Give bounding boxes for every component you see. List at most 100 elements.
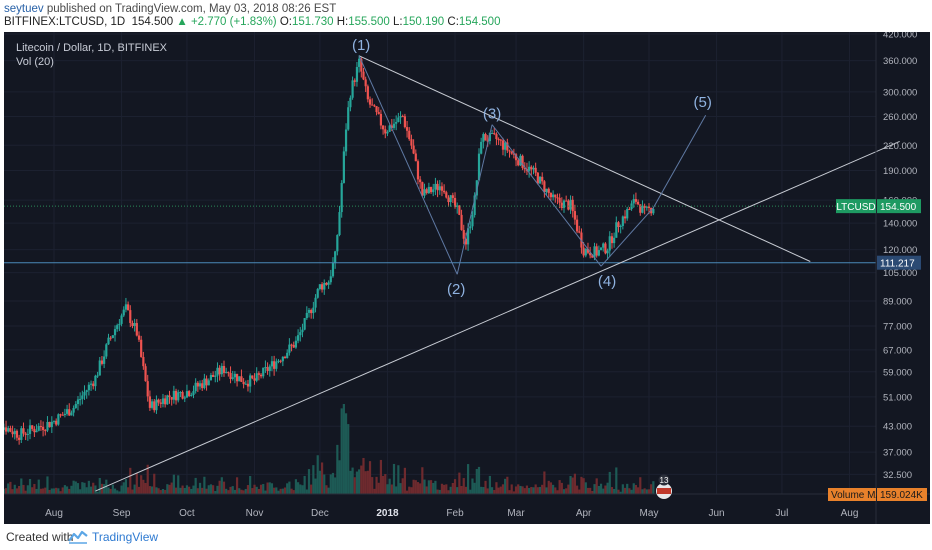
volume-bar — [133, 484, 136, 494]
volume-bar — [246, 485, 250, 494]
wave-label: (5) — [693, 94, 711, 111]
candle-body — [643, 205, 646, 208]
volume-bar — [103, 484, 106, 494]
candle-body — [514, 154, 518, 161]
x-tick-label: Apr — [576, 508, 592, 519]
candle-body — [323, 282, 326, 290]
volume-bar — [552, 484, 555, 494]
candle-body — [405, 127, 409, 131]
volume-bar — [436, 489, 439, 494]
volume-bar — [373, 488, 376, 494]
high-label: H: — [336, 16, 349, 28]
candle-body — [475, 180, 478, 196]
candle-body — [482, 134, 485, 142]
level-tag-text: 111.217 — [880, 259, 915, 270]
candle-body — [403, 116, 406, 128]
volume-bar — [135, 473, 138, 494]
volume-bar — [643, 488, 646, 494]
volume-bar — [259, 484, 263, 494]
volume-bar — [355, 471, 359, 494]
volume-ma-value: 159.024K — [880, 490, 923, 501]
candle-body — [641, 205, 644, 213]
price-chart[interactable]: (1) (2) (3) (4) (5) 420.000 360.000 300.000 260.… — [0, 30, 930, 524]
candle-body — [401, 116, 404, 118]
candle-body — [562, 200, 566, 208]
volume-bar — [107, 487, 110, 494]
volume-bar — [275, 487, 278, 494]
candle-body — [338, 212, 341, 236]
candle-body — [22, 428, 25, 434]
volume-bar — [371, 477, 374, 494]
volume-bar — [4, 488, 8, 494]
tradingview-link[interactable]: TradingView — [92, 530, 159, 544]
candle-body — [42, 426, 45, 431]
candle-body — [28, 425, 32, 434]
candle-body — [109, 337, 112, 339]
volume-bar — [192, 485, 195, 494]
volume-bar — [301, 485, 304, 494]
falling-trendline — [358, 55, 811, 262]
candle-body — [440, 186, 444, 191]
candle-body — [340, 182, 343, 213]
volume-bar — [586, 487, 590, 494]
candle-body — [368, 99, 372, 105]
candle-body — [416, 161, 420, 180]
volume-bar — [177, 475, 180, 494]
candle-body — [432, 189, 435, 193]
candle-body — [105, 344, 108, 357]
volume-bar — [325, 485, 328, 494]
candle-body — [307, 309, 311, 313]
candle-body — [44, 430, 47, 432]
volume-bar — [46, 476, 49, 494]
author-link[interactable]: seytuev — [4, 3, 44, 15]
candle-body — [523, 168, 526, 170]
volume-bar — [353, 477, 356, 494]
candle-body — [301, 329, 304, 333]
candle-body — [438, 186, 441, 191]
volume-bar — [416, 482, 420, 494]
chart-pane[interactable]: (1) (2) (3) (4) (5) 420.000 360.000 300.000 260.… — [0, 30, 930, 524]
volume-bar — [87, 480, 90, 494]
candle-body — [273, 361, 276, 369]
symbol-tag — [836, 199, 876, 214]
y-tick-label: 360.000 — [883, 56, 917, 67]
candle-body — [312, 307, 315, 314]
candle-body — [632, 199, 635, 204]
volume-bar — [569, 476, 572, 494]
volume-bar — [59, 491, 62, 494]
candle-body — [31, 425, 34, 429]
candle-body — [107, 337, 110, 345]
volume-bar — [368, 461, 372, 494]
volume-bar — [560, 482, 563, 494]
volume-bar — [320, 462, 324, 494]
candle-body — [591, 255, 594, 258]
volume-bar — [137, 486, 141, 494]
candle-body — [120, 315, 123, 324]
volume-bar — [621, 484, 624, 494]
volume-bar — [185, 485, 189, 494]
candle-body — [92, 383, 95, 387]
volume-ma-label-tag — [828, 488, 876, 501]
event-flag-icon — [657, 488, 671, 494]
volume-bar — [634, 484, 638, 494]
candle-body — [623, 216, 627, 219]
candle-body — [297, 335, 300, 341]
volume-bar — [541, 484, 544, 494]
candle-body — [68, 409, 71, 416]
candle-body — [336, 235, 339, 252]
volume-bar — [312, 465, 315, 494]
volume-bar — [131, 489, 134, 494]
candle-body — [235, 373, 239, 382]
candle-body — [556, 197, 559, 199]
volume-bar — [155, 487, 158, 494]
candle-body — [595, 246, 598, 256]
candle-body — [637, 201, 640, 205]
candle-body — [329, 276, 332, 283]
y-tick-label: 51.000 — [883, 392, 912, 403]
volume-bar — [517, 484, 520, 494]
volume-bar — [18, 486, 21, 494]
volume-bar — [632, 483, 635, 494]
candle-body — [560, 202, 563, 208]
candle-body — [447, 197, 450, 203]
volume-bar — [427, 480, 430, 494]
